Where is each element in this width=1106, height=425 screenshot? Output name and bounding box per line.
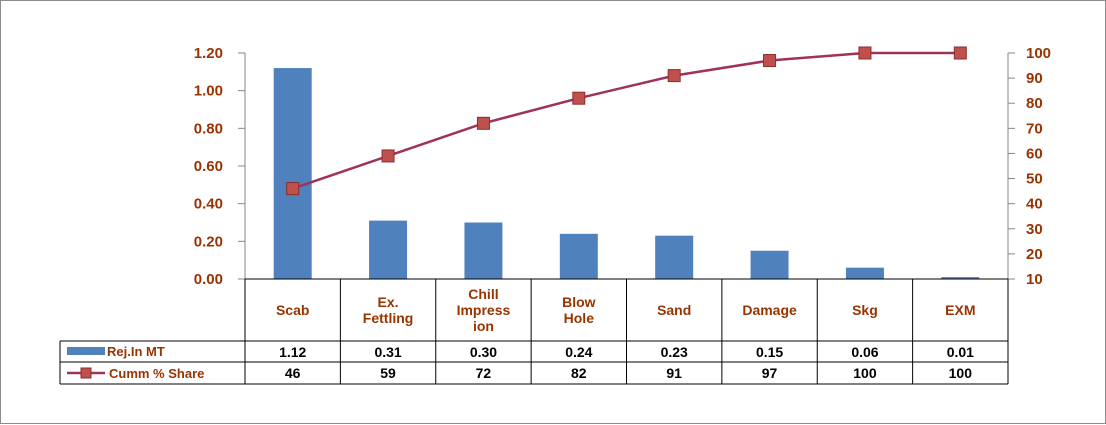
category-label: ion [473, 318, 494, 334]
table-cell-rej-in-mt: 0.01 [947, 344, 974, 360]
marker-cumm-share [476, 116, 490, 130]
table-cell-rej-in-mt: 0.24 [565, 344, 592, 360]
table-cell-rej-in-mt: 1.12 [279, 344, 306, 360]
table-cell-cumm-share: 46 [285, 365, 301, 381]
category-label: Impress [457, 302, 511, 318]
marker-cumm-share [667, 69, 681, 83]
category-label: Damage [742, 302, 797, 318]
category-label: Hole [564, 310, 595, 326]
bar-rej-in-mt [464, 222, 503, 279]
category-label: Chill [468, 286, 498, 302]
right-axis-tick-label: 40 [1026, 196, 1043, 213]
right-axis-tick-label: 100 [1026, 45, 1051, 62]
table-cell-rej-in-mt: 0.30 [470, 344, 497, 360]
category-label: Scab [276, 302, 309, 318]
left-axis-tick-label: 0.20 [194, 233, 223, 250]
table-cell-cumm-share: 100 [949, 365, 973, 381]
category-label: EXM [945, 302, 975, 318]
category-label: Sand [657, 302, 691, 318]
table-cell-cumm-share: 91 [666, 365, 682, 381]
bar-rej-in-mt [941, 277, 980, 279]
right-axis-tick-label: 10 [1026, 271, 1043, 288]
table-cell-rej-in-mt: 0.31 [374, 344, 401, 360]
category-label: Blow [562, 294, 596, 310]
marker-cumm-share [572, 91, 586, 105]
bar-rej-in-mt [845, 267, 884, 279]
left-axis-tick-label: 0.80 [194, 120, 223, 137]
right-axis-tick-label: 70 [1026, 120, 1043, 137]
marker-cumm-share [286, 182, 300, 196]
table-cell-cumm-share: 59 [380, 365, 396, 381]
right-axis-tick-label: 50 [1026, 171, 1043, 188]
marker-cumm-share [763, 54, 777, 68]
legend-label-rej-in-mt: Rej.In MT [107, 344, 165, 359]
left-axis-tick-label: 0.40 [194, 196, 223, 213]
right-axis-tick-label: 30 [1026, 221, 1043, 238]
bar-rej-in-mt [559, 233, 598, 279]
category-label: Fettling [363, 310, 414, 326]
right-axis-tick-label: 90 [1026, 70, 1043, 87]
right-axis-tick-label: 20 [1026, 246, 1043, 263]
left-axis-tick-label: 1.20 [194, 45, 223, 62]
category-label: Ex. [378, 294, 399, 310]
bar-rej-in-mt [273, 68, 312, 279]
table-cell-cumm-share: 97 [762, 365, 778, 381]
table-cell-cumm-share: 100 [853, 365, 877, 381]
table-cell-rej-in-mt: 0.15 [756, 344, 783, 360]
table-cell-rej-in-mt: 0.06 [851, 344, 878, 360]
bar-rej-in-mt [369, 220, 408, 279]
left-axis-tick-label: 0.00 [194, 271, 223, 288]
table-cell-rej-in-mt: 0.23 [661, 344, 688, 360]
right-axis-tick-label: 80 [1026, 95, 1043, 112]
table-cell-cumm-share: 82 [571, 365, 587, 381]
legend-marker-swatch [80, 367, 92, 379]
left-axis-tick-label: 1.00 [194, 83, 223, 100]
category-label: Skg [852, 302, 878, 318]
marker-cumm-share [953, 46, 967, 60]
bar-rej-in-mt [750, 250, 789, 279]
bar-rej-in-mt [655, 235, 694, 279]
marker-cumm-share [858, 46, 872, 60]
right-axis-tick-label: 60 [1026, 145, 1043, 162]
left-axis-tick-label: 0.60 [194, 158, 223, 175]
marker-cumm-share [381, 149, 395, 163]
line-cumm-share [292, 51, 961, 190]
legend-label-cumm-share: Cumm % Share [109, 366, 204, 381]
legend-bar-swatch [67, 347, 105, 355]
table-cell-cumm-share: 72 [476, 365, 492, 381]
